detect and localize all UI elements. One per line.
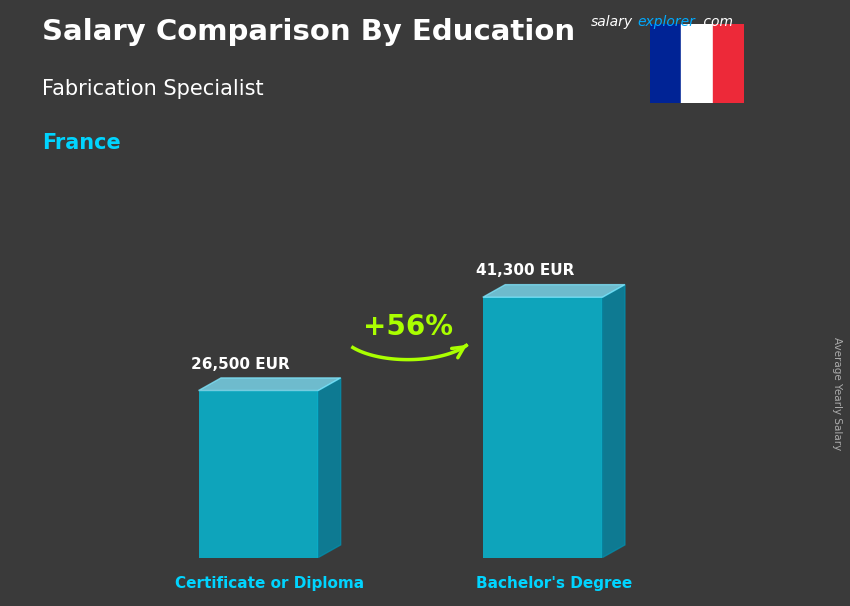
Bar xyxy=(650,24,682,103)
Text: +56%: +56% xyxy=(363,313,453,341)
Text: salary: salary xyxy=(591,15,633,29)
Bar xyxy=(712,24,744,103)
Bar xyxy=(682,24,712,103)
Polygon shape xyxy=(199,378,341,390)
Text: Average Yearly Salary: Average Yearly Salary xyxy=(832,338,842,450)
Polygon shape xyxy=(483,285,625,297)
Text: 41,300 EUR: 41,300 EUR xyxy=(475,264,574,278)
Text: 26,500 EUR: 26,500 EUR xyxy=(191,356,290,371)
Polygon shape xyxy=(603,285,625,558)
Text: .com: .com xyxy=(699,15,733,29)
Text: Certificate or Diploma: Certificate or Diploma xyxy=(175,576,364,591)
FancyBboxPatch shape xyxy=(483,297,603,558)
Text: Bachelor's Degree: Bachelor's Degree xyxy=(476,576,632,591)
FancyBboxPatch shape xyxy=(199,390,318,558)
Text: Salary Comparison By Education: Salary Comparison By Education xyxy=(42,18,575,46)
Text: Fabrication Specialist: Fabrication Specialist xyxy=(42,79,264,99)
Text: explorer: explorer xyxy=(638,15,695,29)
Polygon shape xyxy=(318,378,341,558)
Text: France: France xyxy=(42,133,122,153)
